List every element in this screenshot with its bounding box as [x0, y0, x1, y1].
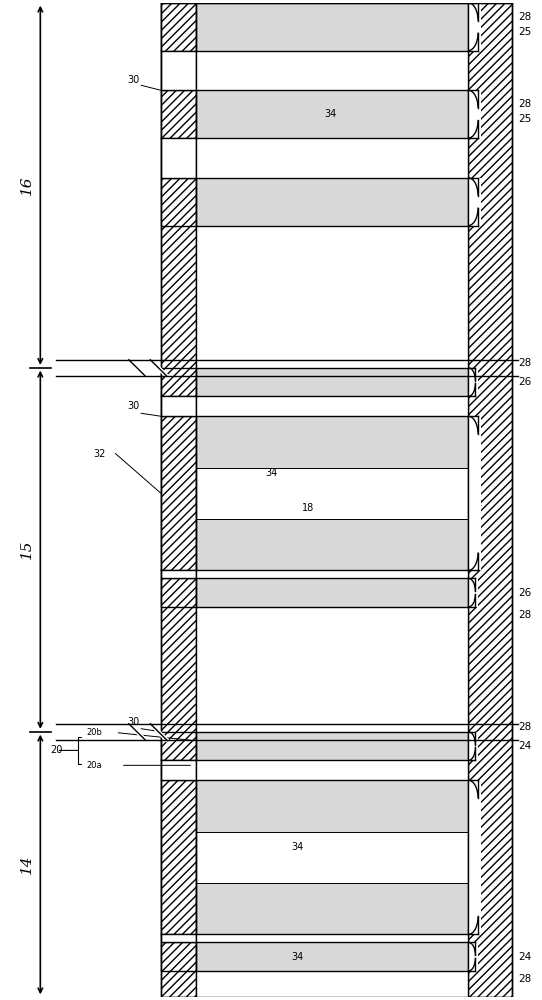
Text: 20: 20 [50, 745, 63, 755]
Bar [196, 934, 468, 942]
Bar [161, 942, 196, 971]
Text: 16: 16 [20, 176, 34, 195]
Bar [196, 90, 468, 138]
Bar [161, 578, 196, 607]
Bar [196, 3, 468, 51]
Bar [468, 780, 481, 934]
Text: 34: 34 [325, 109, 337, 119]
Bar [468, 578, 478, 607]
Text: 28: 28 [518, 358, 531, 368]
Text: 24: 24 [518, 952, 531, 962]
Text: 32: 32 [93, 449, 106, 459]
Bar [468, 780, 478, 934]
Bar [196, 607, 468, 732]
Text: 28: 28 [518, 722, 531, 732]
Bar [468, 3, 478, 51]
Bar [161, 3, 196, 51]
Bar [161, 138, 196, 178]
Bar [468, 942, 475, 971]
Bar [468, 368, 478, 396]
Bar [161, 934, 196, 942]
Bar [468, 178, 481, 226]
Text: 30: 30 [127, 75, 140, 85]
Text: 28: 28 [518, 974, 531, 984]
Bar [161, 416, 196, 570]
Bar [468, 578, 475, 607]
Bar [161, 396, 196, 416]
Text: 24: 24 [518, 741, 531, 751]
Bar [196, 832, 468, 883]
Bar [161, 178, 196, 226]
Bar [196, 178, 468, 226]
Text: 30: 30 [127, 717, 140, 727]
Bar [161, 51, 196, 90]
Bar [468, 3, 481, 51]
Bar [468, 178, 478, 226]
Bar [196, 416, 468, 468]
Text: 34: 34 [292, 842, 304, 852]
Text: 26: 26 [518, 588, 531, 598]
Text: 34: 34 [292, 952, 304, 962]
Text: 20a: 20a [86, 761, 101, 770]
Bar [161, 368, 196, 396]
Text: 15: 15 [20, 540, 34, 559]
Bar [161, 732, 196, 760]
Bar [196, 51, 468, 90]
Bar [196, 578, 468, 607]
Bar [468, 90, 481, 138]
Bar [196, 226, 468, 368]
Text: 28: 28 [518, 99, 531, 109]
Bar [468, 416, 478, 570]
Bar [468, 416, 481, 570]
Bar [196, 570, 468, 578]
Bar [161, 570, 196, 578]
Bar [468, 942, 478, 971]
Bar [468, 3, 512, 997]
Text: 28: 28 [518, 610, 531, 620]
Bar [196, 396, 468, 416]
Bar [196, 468, 468, 519]
Bar [196, 368, 468, 396]
Text: 20b: 20b [86, 728, 102, 737]
Text: 25: 25 [518, 27, 531, 37]
Bar [196, 971, 468, 997]
Bar [196, 732, 468, 760]
Bar [161, 3, 196, 997]
Bar [161, 90, 196, 138]
Bar [161, 760, 196, 780]
Text: 25: 25 [518, 114, 531, 124]
Text: 30: 30 [127, 401, 140, 411]
Bar [196, 519, 468, 570]
Text: 12: 12 [472, 499, 483, 508]
Text: 18: 18 [302, 503, 315, 513]
Text: 14: 14 [20, 855, 34, 874]
Bar [468, 732, 475, 760]
Bar [196, 942, 468, 971]
Bar [196, 883, 468, 934]
Text: 28: 28 [518, 12, 531, 22]
Bar [196, 780, 468, 832]
Bar [468, 368, 475, 396]
Bar [196, 138, 468, 178]
Text: 34: 34 [265, 468, 277, 478]
Text: 26: 26 [518, 377, 531, 387]
Bar [196, 760, 468, 780]
Bar [468, 90, 478, 138]
Bar [161, 780, 196, 934]
Bar [468, 732, 478, 760]
